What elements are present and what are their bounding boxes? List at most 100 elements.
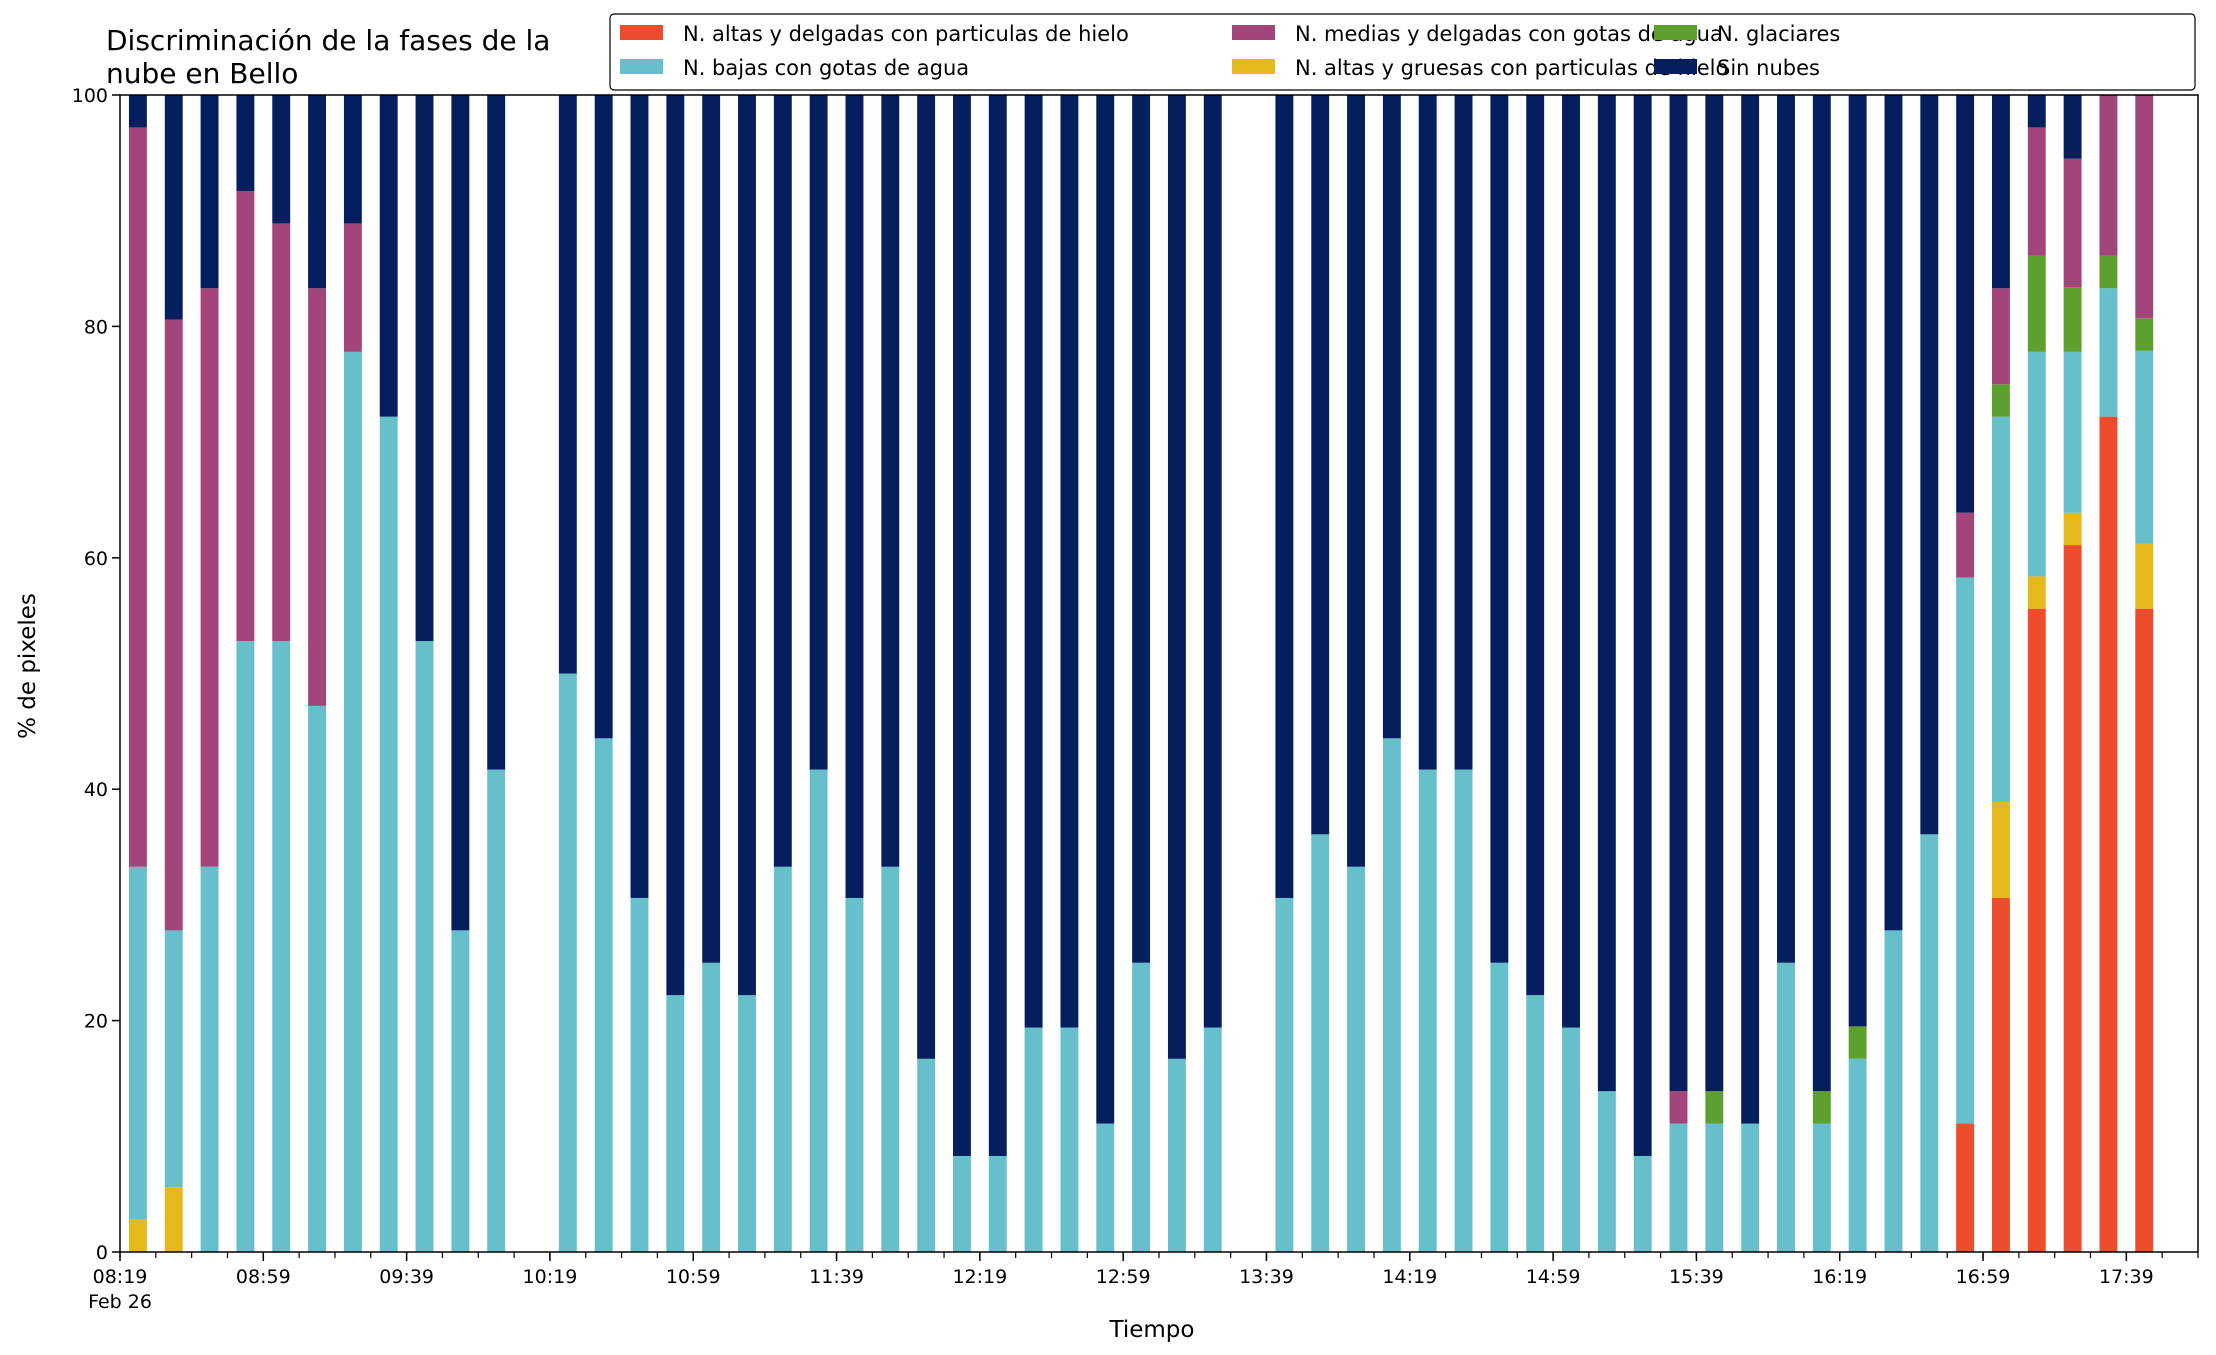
bar-segment-41-5 <box>1669 95 1688 1092</box>
bar-segment-27-5 <box>1132 95 1151 963</box>
bar-segment-52-3 <box>2063 287 2082 352</box>
bar-segment-6-2 <box>343 351 362 1253</box>
bar-segment-51-0 <box>2027 608 2046 1252</box>
bar-segment-15-5 <box>702 95 721 963</box>
bar-segment-45-5 <box>1812 95 1831 1092</box>
y-tick-label-1: 20 <box>84 1011 108 1033</box>
bar-segment-54-2 <box>2135 350 2154 544</box>
legend-swatch-5 <box>1654 59 1697 74</box>
bar-segment-1-1 <box>164 1187 183 1252</box>
bar-segment-42-5 <box>1705 95 1724 1092</box>
bar-segment-53-3 <box>2099 255 2118 289</box>
bar-segment-50-2 <box>1991 416 2010 802</box>
bar-segment-49-5 <box>1956 95 1975 513</box>
bar-segment-0-1 <box>128 1219 147 1252</box>
bar-segment-9-5 <box>451 95 470 931</box>
bar-segment-35-5 <box>1454 95 1473 770</box>
bar-segment-24-5 <box>1024 95 1043 1028</box>
chart-title-line-2: nube en Bello <box>106 57 298 90</box>
legend-label-5: Sin nubes <box>1717 56 1820 80</box>
bar-segment-51-4 <box>2027 127 2046 256</box>
x-date-label: Feb 26 <box>88 1291 152 1313</box>
legend-swatch-2 <box>620 59 663 74</box>
bar-segment-44-5 <box>1777 95 1795 963</box>
bar-segment-35-2 <box>1454 769 1473 1252</box>
bar-segment-33-5 <box>1382 95 1401 739</box>
legend-swatch-3 <box>1654 25 1697 40</box>
legend-swatch-0 <box>620 25 663 40</box>
bar-segment-46-2 <box>1848 1058 1867 1252</box>
bar-segment-30-5 <box>1275 95 1294 898</box>
bar-segment-5-5 <box>308 95 326 289</box>
axes-layer: 0 20 40 60 80 100 08:19 08:59 09:39 10:19 10:59 11:… <box>72 85 2199 1313</box>
bar-segment-38-2 <box>1562 1027 1580 1252</box>
x-tick-label-6: 12:19 <box>952 1266 1007 1288</box>
bar-segment-22-2 <box>952 1155 971 1252</box>
bar-segment-42-3 <box>1705 1091 1724 1124</box>
x-tick-label-14: 17:39 <box>2099 1266 2154 1288</box>
bar-segment-40-2 <box>1633 1155 1652 1252</box>
bar-segment-37-2 <box>1526 995 1545 1252</box>
bar-segment-16-5 <box>738 95 756 996</box>
legend-label-0: N. altas y delgadas con particulas de hi… <box>683 22 1129 46</box>
bar-segment-20-2 <box>881 866 900 1252</box>
y-tick-label-4: 80 <box>84 316 108 338</box>
x-tick-label-0: 08:19 <box>93 1266 148 1288</box>
legend: N. altas y delgadas con particulas de hi… <box>609 13 2196 91</box>
bar-segment-32-2 <box>1347 866 1365 1252</box>
bar-segment-10-5 <box>487 95 506 770</box>
bar-segment-19-2 <box>845 897 864 1252</box>
bar-segment-3-4 <box>236 191 255 642</box>
bar-segment-0-4 <box>128 127 147 867</box>
bar-segment-53-4 <box>2099 95 2118 256</box>
bar-segment-34-5 <box>1418 95 1437 770</box>
x-tick-label-11: 15:39 <box>1669 1266 1724 1288</box>
bar-segment-21-5 <box>917 95 936 1059</box>
bar-segment-17-2 <box>773 866 792 1252</box>
bar-segment-43-2 <box>1741 1123 1760 1252</box>
bar-segment-0-5 <box>128 95 147 128</box>
bar-segment-1-5 <box>164 95 183 320</box>
bar-segment-18-5 <box>809 95 828 770</box>
x-tick-label-1: 08:59 <box>236 1266 291 1288</box>
bar-segment-54-4 <box>2135 95 2154 319</box>
bar-segment-7-2 <box>379 416 398 1252</box>
bar-segment-38-5 <box>1562 95 1580 1028</box>
bar-segment-14-5 <box>666 95 685 996</box>
legend-swatch-4 <box>1232 25 1275 40</box>
y-tick-label-5: 100 <box>72 85 108 107</box>
bar-segment-17-5 <box>773 95 792 867</box>
bar-segment-28-2 <box>1167 1058 1186 1252</box>
bar-segment-54-1 <box>2135 543 2154 609</box>
bar-segment-4-4 <box>272 223 291 642</box>
bar-segment-43-5 <box>1741 95 1760 1124</box>
bar-segment-47-2 <box>1884 930 1903 1252</box>
x-tick-label-12: 16:19 <box>1812 1266 1867 1288</box>
bar-segment-50-5 <box>1991 95 2010 289</box>
bar-segment-6-4 <box>343 223 362 352</box>
y-tick-label-2: 40 <box>84 779 108 801</box>
bar-segment-8-2 <box>415 641 434 1252</box>
bar-segment-46-3 <box>1848 1026 1867 1059</box>
bar-segment-14-2 <box>666 995 685 1252</box>
bar-segment-53-0 <box>2099 416 2118 1252</box>
bar-segment-28-5 <box>1167 95 1186 1059</box>
bar-segment-36-5 <box>1490 95 1509 963</box>
bar-segment-50-4 <box>1991 288 2010 385</box>
x-tick-label-13: 16:59 <box>1956 1266 2011 1288</box>
legend-swatch-1 <box>1232 59 1275 74</box>
bar-segment-53-2 <box>2099 288 2118 417</box>
bar-segment-13-5 <box>630 95 649 898</box>
bar-segment-0-2 <box>128 866 147 1220</box>
bar-segment-46-5 <box>1848 95 1867 1027</box>
bar-segment-12-2 <box>594 738 613 1252</box>
bar-segment-54-0 <box>2135 608 2154 1252</box>
bar-segment-21-2 <box>917 1058 936 1252</box>
bar-segment-6-5 <box>343 95 362 224</box>
x-tick-label-3: 10:19 <box>523 1266 578 1288</box>
bar-segment-13-2 <box>630 897 649 1252</box>
bar-segment-39-5 <box>1597 95 1616 1092</box>
bar-segment-51-2 <box>2027 351 2046 577</box>
bar-segment-11-5 <box>558 95 577 674</box>
